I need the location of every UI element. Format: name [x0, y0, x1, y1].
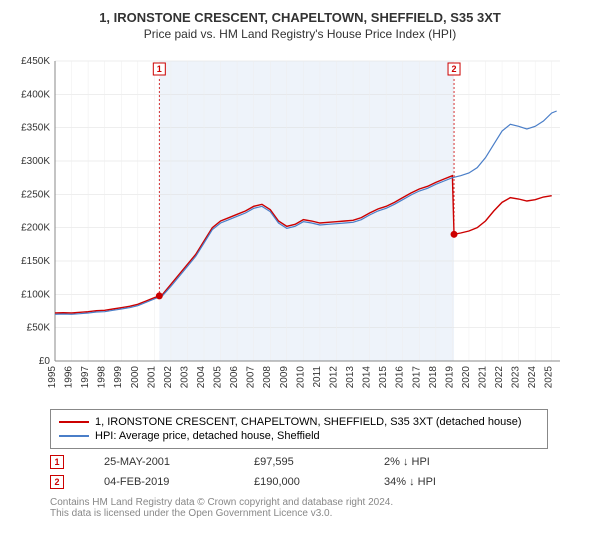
svg-text:2012: 2012	[328, 366, 339, 389]
svg-text:2017: 2017	[411, 366, 422, 389]
svg-text:2020: 2020	[461, 366, 472, 389]
sale-row: 2 04-FEB-2019 £190,000 34% ↓ HPI	[50, 475, 590, 489]
svg-text:£450K: £450K	[21, 56, 50, 67]
chart-title: 1, IRONSTONE CRESCENT, CHAPELTOWN, SHEFF…	[10, 10, 590, 25]
legend-swatch	[59, 421, 89, 423]
svg-text:2: 2	[452, 64, 457, 74]
svg-text:2000: 2000	[130, 366, 141, 389]
svg-text:2015: 2015	[378, 366, 389, 389]
svg-text:2002: 2002	[163, 366, 174, 389]
sale-date: 25-MAY-2001	[104, 456, 214, 468]
sale-change: 2% ↓ HPI	[384, 456, 430, 468]
svg-text:£200K: £200K	[21, 223, 50, 234]
svg-text:2021: 2021	[477, 366, 488, 389]
svg-text:1999: 1999	[113, 366, 124, 389]
legend-item: HPI: Average price, detached house, Shef…	[59, 430, 539, 442]
svg-text:2023: 2023	[511, 366, 522, 389]
svg-text:2009: 2009	[279, 366, 290, 389]
svg-text:£350K: £350K	[21, 123, 50, 134]
sales-list: 1 25-MAY-2001 £97,595 2% ↓ HPI 2 04-FEB-2019 £…	[10, 455, 590, 489]
svg-text:2007: 2007	[246, 366, 257, 389]
footer-attribution: Contains HM Land Registry data © Crown c…	[50, 497, 590, 519]
footer-line-1: Contains HM Land Registry data © Crown c…	[50, 497, 590, 508]
svg-text:2013: 2013	[345, 366, 356, 389]
legend-swatch	[59, 435, 89, 437]
legend-label: HPI: Average price, detached house, Shef…	[95, 430, 320, 442]
svg-text:2003: 2003	[179, 366, 190, 389]
svg-text:2025: 2025	[544, 366, 555, 389]
svg-text:2019: 2019	[444, 366, 455, 389]
svg-text:2014: 2014	[362, 366, 373, 389]
svg-text:2010: 2010	[295, 366, 306, 389]
chart-subtitle: Price paid vs. HM Land Registry's House …	[10, 27, 590, 41]
svg-text:£300K: £300K	[21, 156, 50, 167]
svg-text:2004: 2004	[196, 366, 207, 389]
svg-text:2011: 2011	[312, 366, 323, 388]
svg-text:£100K: £100K	[21, 289, 50, 300]
legend-item: 1, IRONSTONE CRESCENT, CHAPELTOWN, SHEFF…	[59, 416, 539, 428]
svg-text:1998: 1998	[97, 366, 108, 389]
svg-text:1: 1	[157, 64, 162, 74]
svg-text:2008: 2008	[262, 366, 273, 389]
legend-label: 1, IRONSTONE CRESCENT, CHAPELTOWN, SHEFF…	[95, 416, 522, 428]
svg-text:£400K: £400K	[21, 89, 50, 100]
svg-text:2022: 2022	[494, 366, 505, 389]
svg-text:£150K: £150K	[21, 256, 50, 267]
svg-text:1995: 1995	[47, 366, 58, 389]
svg-text:2005: 2005	[213, 366, 224, 389]
line-chart-svg: £0 £50K £100K £150K £200K £250K £300K £350K £400…	[10, 51, 570, 401]
sale-marker-box: 1	[50, 455, 64, 469]
svg-text:2024: 2024	[527, 366, 538, 389]
sale-price: £190,000	[254, 476, 344, 488]
svg-text:2018: 2018	[428, 366, 439, 389]
sale-price: £97,595	[254, 456, 344, 468]
svg-text:£50K: £50K	[27, 323, 51, 334]
svg-text:1996: 1996	[64, 366, 75, 389]
svg-text:2016: 2016	[395, 366, 406, 389]
svg-text:£0: £0	[39, 356, 51, 367]
sale-marker-box: 2	[50, 475, 64, 489]
legend: 1, IRONSTONE CRESCENT, CHAPELTOWN, SHEFF…	[50, 409, 548, 449]
sale-change: 34% ↓ HPI	[384, 476, 436, 488]
svg-text:£250K: £250K	[21, 189, 50, 200]
chart-area: £0 £50K £100K £150K £200K £250K £300K £350K £400…	[10, 51, 570, 401]
svg-text:2001: 2001	[146, 366, 157, 389]
sale-date: 04-FEB-2019	[104, 476, 214, 488]
svg-text:2006: 2006	[229, 366, 240, 389]
footer-line-2: This data is licensed under the Open Gov…	[50, 508, 590, 519]
sale-row: 1 25-MAY-2001 £97,595 2% ↓ HPI	[50, 455, 590, 469]
svg-text:1997: 1997	[80, 366, 91, 389]
